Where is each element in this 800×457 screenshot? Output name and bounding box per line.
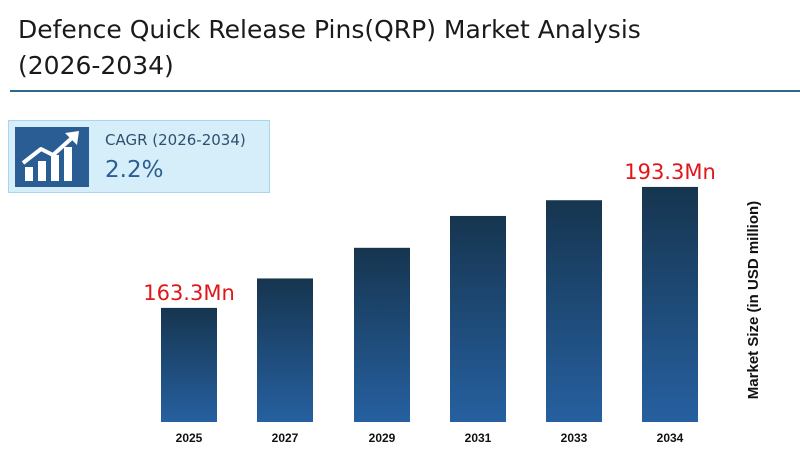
bar-2029 <box>354 247 410 422</box>
data-label-2034: 193.3Mn <box>624 160 716 184</box>
x-tick-2025: 2025 <box>176 431 203 445</box>
title-line-2: (2026-2034) <box>18 51 174 80</box>
title-divider <box>10 90 800 92</box>
y-axis-label: Market Size (in USD million) <box>745 201 762 399</box>
x-tick-2031: 2031 <box>465 431 492 445</box>
bar-2027 <box>257 278 313 422</box>
growth-chart-icon <box>15 127 89 187</box>
x-tick-2027: 2027 <box>272 431 299 445</box>
bar-2031 <box>450 215 506 422</box>
x-tick-2033: 2033 <box>561 431 588 445</box>
cagr-label: CAGR (2026-2034) <box>105 131 246 149</box>
bar-2033 <box>546 200 602 422</box>
x-tick-2029: 2029 <box>369 431 396 445</box>
bar-2025 <box>161 307 217 422</box>
title-line-1: Defence Quick Release Pins(QRP) Market A… <box>18 15 641 44</box>
cagr-value: 2.2% <box>105 157 164 183</box>
x-tick-2034: 2034 <box>657 431 684 445</box>
data-label-2025: 163.3Mn <box>143 281 235 305</box>
chart-title: Defence Quick Release Pins(QRP) Market A… <box>18 12 718 84</box>
cagr-panel: CAGR (2026-2034) 2.2% <box>8 120 270 193</box>
bar-2034 <box>642 186 698 422</box>
